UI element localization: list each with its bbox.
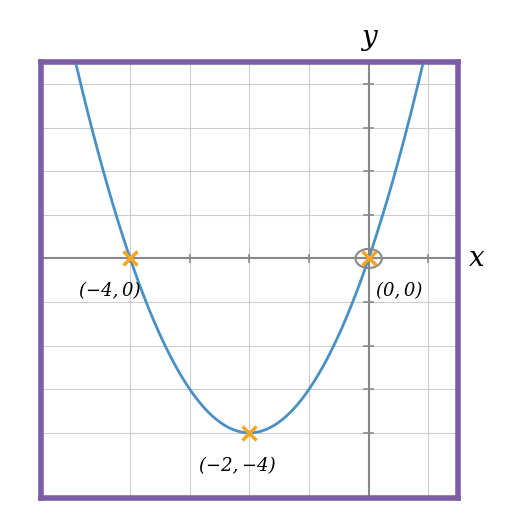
- Text: (−2, −4): (−2, −4): [199, 457, 275, 475]
- Text: (−4, 0): (−4, 0): [79, 282, 141, 301]
- Text: x: x: [469, 245, 485, 272]
- Text: y: y: [361, 24, 377, 51]
- Text: (0, 0): (0, 0): [376, 282, 422, 301]
